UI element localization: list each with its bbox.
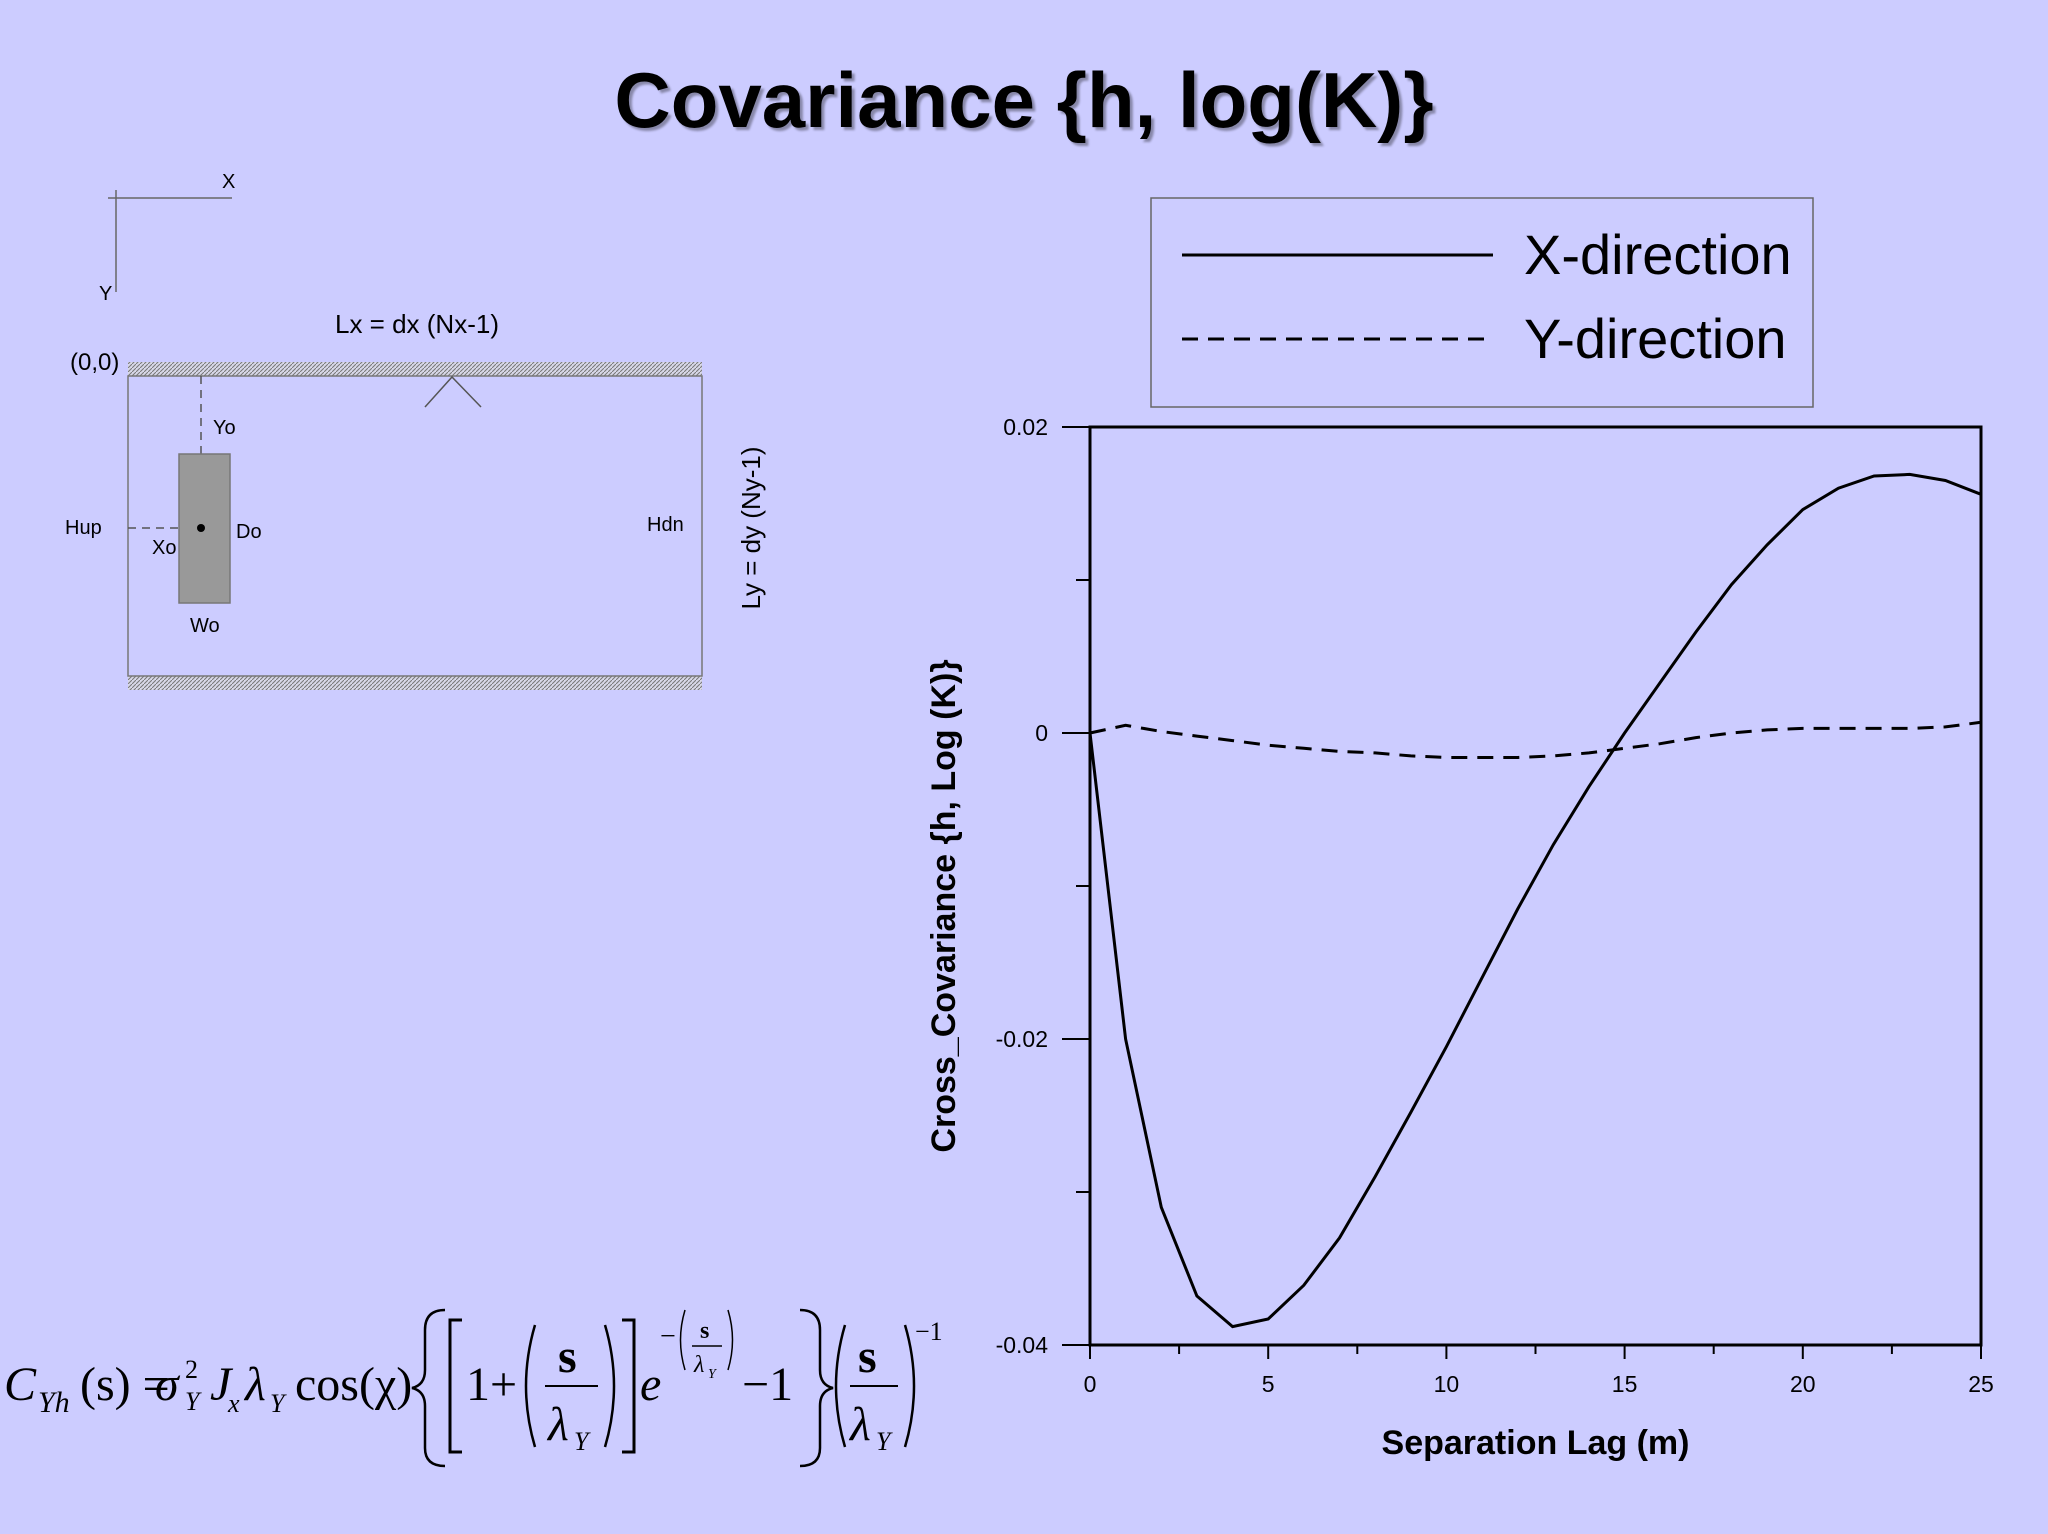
x-axis-title: Separation Lag (m) bbox=[1382, 1424, 1690, 1462]
eq-neg-one-exponent: −1 bbox=[915, 1317, 943, 1346]
xo-label: Xo bbox=[152, 537, 176, 559]
bottom-boundary bbox=[128, 676, 702, 690]
eq-lhs-arg: (s) = bbox=[80, 1358, 170, 1411]
eq-exp-paren-close bbox=[727, 1309, 734, 1371]
eq-sigma-sub: Y bbox=[185, 1387, 202, 1416]
y-tick-label: -0.04 bbox=[996, 1332, 1049, 1358]
eq-one-plus: 1+ bbox=[466, 1358, 517, 1411]
plot-area bbox=[1088, 425, 1983, 1347]
legend-label: X-direction bbox=[1524, 223, 1792, 286]
eq-paren-open-2 bbox=[834, 1324, 847, 1448]
wo-label: Wo bbox=[190, 615, 220, 637]
x-tick-label: 25 bbox=[1968, 1371, 1994, 1397]
eq-exp-minus: − bbox=[660, 1321, 676, 1352]
series-line-y-direction bbox=[1089, 720, 1982, 759]
eq-j: J bbox=[210, 1358, 234, 1411]
y-tick-label: 0.02 bbox=[1003, 414, 1048, 440]
eq-left-brace bbox=[411, 1308, 446, 1468]
eq-exp-paren-open bbox=[679, 1309, 686, 1371]
eq-s-2: s bbox=[858, 1330, 877, 1383]
x-tick-label: 10 bbox=[1434, 1371, 1460, 1397]
eq-lambda-den-1: λ bbox=[546, 1398, 569, 1451]
y-axis-title: Cross_Covariance {h, Log (K)} bbox=[925, 659, 963, 1152]
eq-lambda: λ bbox=[243, 1358, 266, 1411]
legend: X-direction Y-direction bbox=[1150, 197, 1814, 408]
lx-label: Lx = dx (Nx-1) bbox=[335, 309, 499, 339]
x-tick-label: 0 bbox=[1084, 1371, 1097, 1397]
x-tick-label: 20 bbox=[1790, 1371, 1816, 1397]
domain-outline bbox=[127, 375, 703, 677]
eq-lambda-den-2-sub: Y bbox=[876, 1427, 893, 1456]
eq-lambda-sub: Y bbox=[270, 1389, 287, 1418]
legend-label: Y-direction bbox=[1524, 307, 1787, 370]
series-line-x-direction bbox=[1088, 472, 1982, 1329]
x-tick-label: 15 bbox=[1612, 1371, 1638, 1397]
yo-label: Yo bbox=[213, 417, 236, 439]
hup-label: Hup bbox=[65, 517, 102, 539]
do-label: Do bbox=[236, 521, 262, 543]
eq-paren-open-1 bbox=[524, 1324, 537, 1448]
eq-paren-close-2 bbox=[903, 1324, 916, 1448]
eq-exp-lambda-sub: Y bbox=[708, 1367, 718, 1382]
eq-e: e bbox=[640, 1358, 661, 1411]
coordinate-axes: X Y bbox=[99, 171, 235, 305]
eq-lambda-den-1-sub: Y bbox=[574, 1427, 591, 1456]
y-tick-label: 0 bbox=[1035, 720, 1048, 746]
eq-sigma-sup: 2 bbox=[185, 1355, 198, 1384]
axis-y-label: Y bbox=[99, 283, 112, 305]
eq-right-brace bbox=[799, 1308, 834, 1468]
eq-minus-one: −1 bbox=[742, 1358, 793, 1411]
inclusion-center bbox=[197, 524, 205, 532]
legend-box bbox=[1150, 197, 1814, 408]
eq-paren-close-1 bbox=[603, 1324, 616, 1448]
slide-title: Covariance {h, log(K)} bbox=[614, 56, 1434, 144]
eq-c: C bbox=[4, 1358, 37, 1411]
eq-exp-s: s bbox=[700, 1318, 709, 1344]
recharge-marker bbox=[424, 375, 482, 408]
x-tick-label: 5 bbox=[1262, 1371, 1275, 1397]
axis-x-label: X bbox=[222, 171, 235, 193]
top-boundary bbox=[128, 362, 702, 376]
origin-label: (0,0) bbox=[70, 349, 119, 376]
hdn-label: Hdn bbox=[647, 514, 684, 536]
y-tick-label: -0.02 bbox=[996, 1026, 1048, 1052]
ly-label: Ly = dy (Ny-1) bbox=[736, 446, 766, 609]
eq-c-subscript: Yh bbox=[38, 1386, 70, 1419]
inclusion-block bbox=[178, 453, 231, 604]
eq-left-bracket bbox=[448, 1318, 462, 1454]
eq-lambda-den-2: λ bbox=[848, 1398, 871, 1451]
eq-s-1: s bbox=[558, 1330, 577, 1383]
eq-exp-lambda: λ bbox=[693, 1352, 704, 1378]
eq-cos: cos(χ) bbox=[295, 1358, 412, 1411]
eq-j-sub: x bbox=[227, 1389, 240, 1418]
eq-right-bracket bbox=[622, 1318, 636, 1454]
eq-sigma: σ bbox=[155, 1358, 181, 1411]
